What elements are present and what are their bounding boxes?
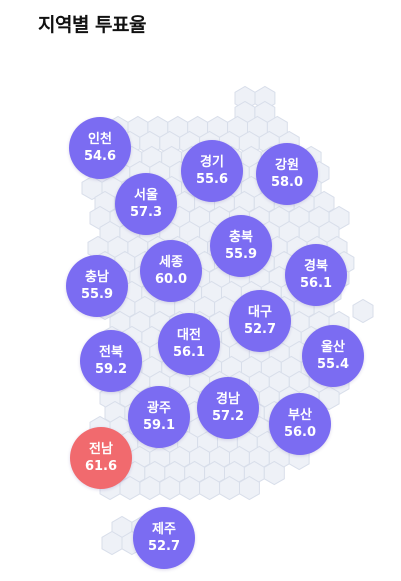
region-gyeongnam[interactable]: 경남 57.2 [197,377,259,439]
region-turnout: 57.3 [129,205,163,220]
region-name: 경기 [200,155,224,170]
region-turnout: 55.4 [316,357,350,372]
region-turnout: 55.6 [195,172,229,187]
region-turnout: 59.2 [94,362,128,377]
region-jeju[interactable]: 제주 52.7 [133,507,195,569]
region-turnout: 60.0 [154,272,188,287]
region-name: 세종 [159,255,183,270]
hex-cell [263,460,285,486]
region-turnout: 56.1 [172,345,206,360]
region-turnout: 55.9 [224,247,258,262]
region-ulsan[interactable]: 울산 55.4 [302,325,364,387]
region-gwangju[interactable]: 광주 59.1 [128,386,190,448]
region-name: 제주 [152,522,176,537]
region-name: 충남 [85,270,109,285]
region-turnout: 55.9 [80,287,114,302]
region-turnout: 61.6 [84,459,118,474]
region-name: 부산 [288,408,312,423]
region-turnout: 59.1 [142,418,176,433]
region-name: 광주 [147,401,171,416]
region-chungnam[interactable]: 충남 55.9 [66,255,128,317]
region-name: 충북 [229,230,253,245]
region-name: 대구 [248,305,272,320]
region-jeonbuk[interactable]: 전북 59.2 [80,330,142,392]
region-daegu[interactable]: 대구 52.7 [229,290,291,352]
hex-cell [254,85,276,111]
region-daejeon[interactable]: 대전 56.1 [158,313,220,375]
region-incheon[interactable]: 인천 54.6 [69,117,131,179]
region-turnout: 57.2 [211,409,245,424]
hex-cell [239,475,260,501]
region-turnout: 56.1 [299,276,333,291]
region-turnout: 56.0 [283,425,317,440]
region-jeonnam[interactable]: 전남 61.6 [70,427,132,489]
region-name: 서울 [134,188,158,203]
region-gyeonggi[interactable]: 경기 55.6 [181,140,243,202]
region-name: 인천 [88,132,112,147]
hex-cell [352,298,374,324]
chart-title: 지역별 투표율 [38,14,147,36]
region-sejong[interactable]: 세종 60.0 [140,240,202,302]
region-name: 강원 [275,158,299,173]
region-name: 울산 [321,340,345,355]
region-name: 전북 [99,345,123,360]
region-turnout: 58.0 [270,175,304,190]
region-busan[interactable]: 부산 56.0 [269,393,331,455]
region-seoul[interactable]: 서울 57.3 [115,173,177,235]
region-gangwon[interactable]: 강원 58.0 [256,143,318,205]
region-turnout: 54.6 [83,149,117,164]
region-turnout: 52.7 [243,322,277,337]
region-gyeongbuk[interactable]: 경북 56.1 [285,244,347,306]
region-name: 대전 [177,328,201,343]
region-name: 경북 [304,259,328,274]
region-turnout: 52.7 [147,539,181,554]
region-name: 전남 [89,442,113,457]
region-name: 경남 [216,392,240,407]
region-chungbuk[interactable]: 충북 55.9 [210,215,272,277]
